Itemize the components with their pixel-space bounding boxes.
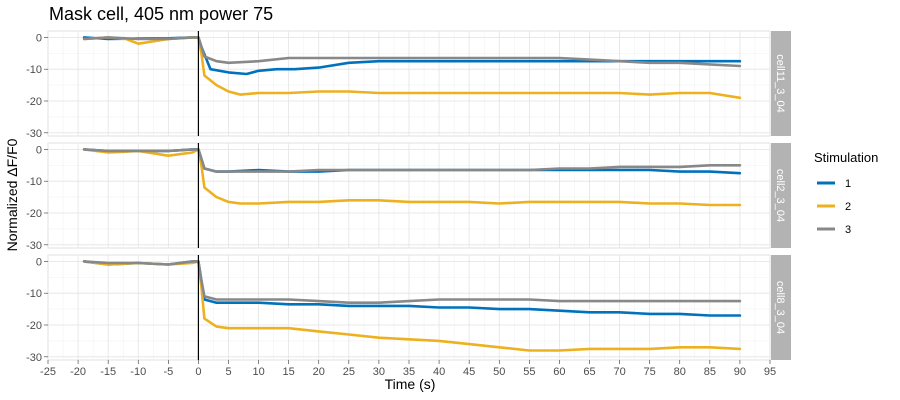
x-tick-label: 80: [674, 366, 686, 378]
y-tick-label: -30: [26, 352, 42, 364]
x-tick-label: 10: [252, 366, 264, 378]
x-axis-title: Time (s): [385, 376, 436, 392]
facet-strip: [771, 143, 791, 248]
y-axis-title: Normalized ΔF/F0: [4, 138, 20, 251]
x-tick-label: 65: [583, 366, 595, 378]
x-tick-label: 85: [704, 366, 716, 378]
x-tick-label: -10: [130, 366, 146, 378]
y-tick-label: 0: [36, 144, 42, 156]
facet-panel: 0 -10 -20 -30 cell8_3_04: [26, 254, 791, 364]
facet-strip-label: cell8_3_04: [774, 281, 786, 334]
legend-label-3: 3: [845, 224, 851, 236]
x-tick-label: -20: [70, 366, 86, 378]
series-line-3: [82, 148, 742, 173]
x-axis: -25 -20 -15 -10 -5 0 5 10 15 20 25 30 35 40 45 50 55 60 65…: [40, 360, 776, 378]
facet-strip: [771, 255, 791, 360]
y-tick-label: 0: [36, 256, 42, 268]
x-tick-label: 25: [343, 366, 355, 378]
y-tick-label: 0: [36, 32, 42, 44]
x-tick-label: 30: [373, 366, 385, 378]
series-line-3: [82, 260, 742, 304]
x-tick-label: -15: [100, 366, 116, 378]
x-tick-label: 35: [403, 366, 415, 378]
x-tick-label: 15: [283, 366, 295, 378]
x-tick-label: 45: [463, 366, 475, 378]
legend: Stimulation 1 2 3: [814, 150, 878, 236]
y-tick-label: -30: [26, 240, 42, 252]
x-tick-label: -5: [163, 366, 173, 378]
y-tick-label: -10: [26, 176, 42, 188]
panels: 0 -10 -20 -30 cell11_3_04 0 -10 -20 -30 cell2_3_0…: [26, 30, 791, 364]
x-tick-label: 60: [553, 366, 565, 378]
y-tick-label: -20: [26, 320, 42, 332]
x-tick-label: 50: [493, 366, 505, 378]
x-tick-label: 70: [613, 366, 625, 378]
x-tick-label: 40: [433, 366, 445, 378]
x-tick-label: 20: [313, 366, 325, 378]
x-tick-label: 95: [764, 366, 776, 378]
x-tick-label: 5: [225, 366, 231, 378]
y-tick-label: -30: [26, 128, 42, 140]
legend-title: Stimulation: [814, 150, 878, 165]
facet-strip-label: cell11_3_04: [774, 54, 786, 113]
series-line-3: [82, 36, 742, 68]
x-tick-label: 0: [195, 366, 201, 378]
facet-strip-label: cell2_3_04: [774, 169, 786, 222]
y-tick-label: -10: [26, 64, 42, 76]
y-tick-label: -20: [26, 96, 42, 108]
x-tick-label: 90: [734, 366, 746, 378]
legend-label-2: 2: [845, 201, 851, 213]
x-tick-label: 55: [523, 366, 535, 378]
y-tick-label: -10: [26, 288, 42, 300]
facet-panel: 0 -10 -20 -30 cell2_3_04: [26, 142, 791, 252]
facet-strip: [771, 31, 791, 136]
x-tick-label: 75: [644, 366, 656, 378]
y-tick-label: -20: [26, 208, 42, 220]
facet-panel: 0 -10 -20 -30 cell11_3_04: [26, 30, 791, 140]
plot-title: Mask cell, 405 nm power 75: [49, 4, 273, 24]
legend-label-1: 1: [845, 178, 851, 190]
x-tick-label: -25: [40, 366, 56, 378]
series-line-2: [82, 148, 742, 207]
